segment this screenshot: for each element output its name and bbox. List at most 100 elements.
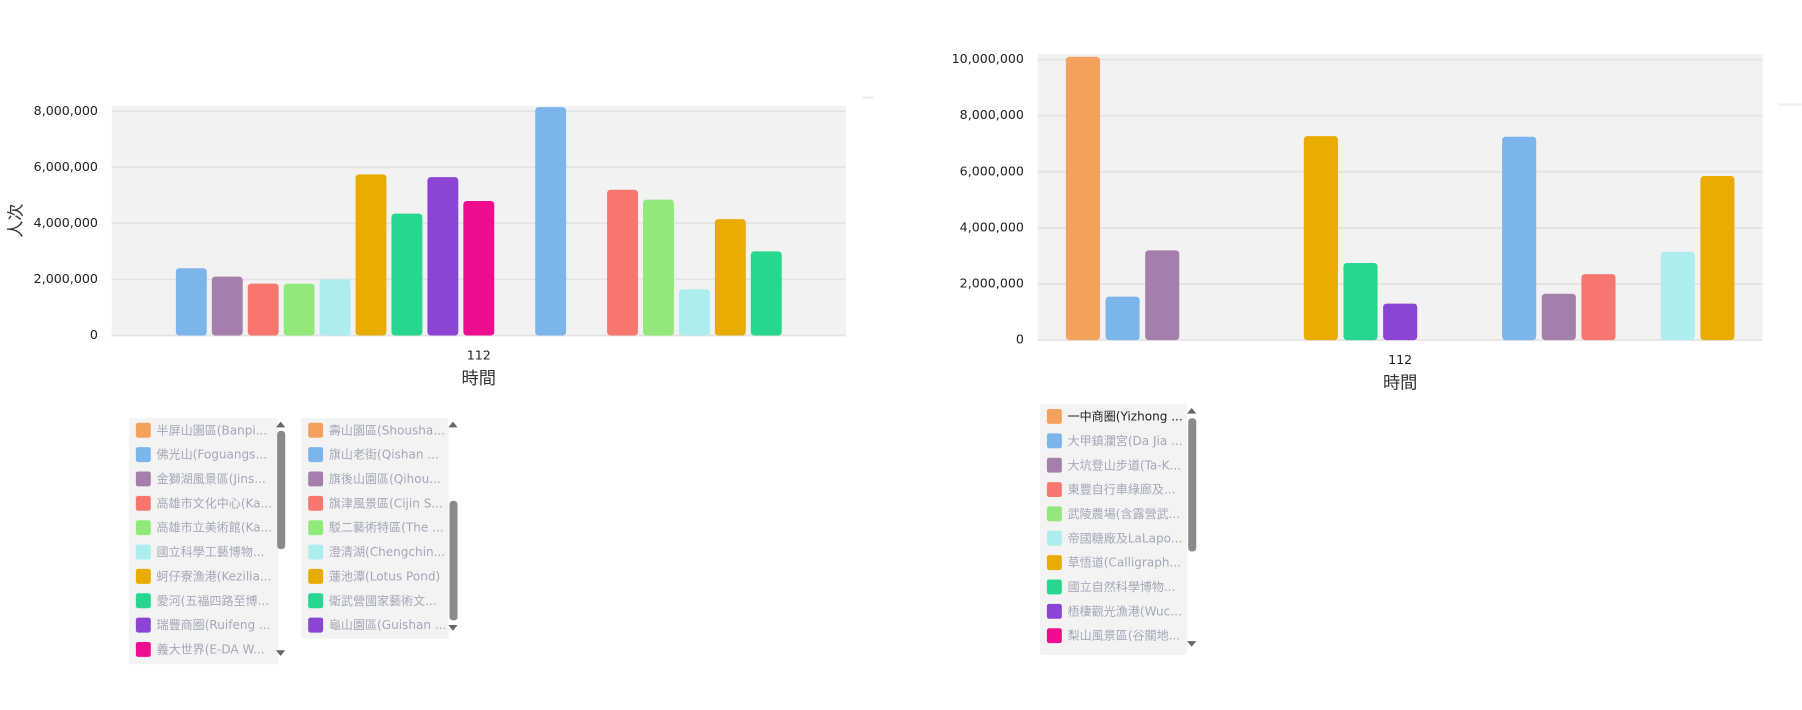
legend-swatch[interactable]	[308, 471, 324, 487]
legend-swatch[interactable]	[1046, 530, 1062, 546]
legend-swatch[interactable]	[1046, 628, 1062, 644]
legend-label[interactable]: 壽山園區(Shousha...	[329, 422, 445, 437]
scrollbar-thumb[interactable]	[449, 500, 458, 621]
legend-label[interactable]: 一中商圈(Yizhong ...	[1068, 409, 1183, 424]
legend-swatch[interactable]	[308, 495, 324, 511]
legend-label[interactable]: 旗山老街(Qishan ...	[329, 447, 439, 462]
bar	[678, 289, 710, 336]
legend-swatch[interactable]	[1046, 555, 1062, 571]
legend-swatch[interactable]	[135, 422, 151, 438]
bar	[283, 283, 315, 336]
scroll-down[interactable]	[276, 650, 286, 657]
y-tick-label: 2,000,000	[34, 271, 98, 286]
legend-label[interactable]: 國立科學工藝博物...	[157, 544, 265, 559]
x-tick-label: 112	[467, 348, 491, 363]
legend-box	[128, 418, 279, 665]
legend-label[interactable]: 大坑登山步道(Ta-K...	[1068, 457, 1181, 472]
legend-swatch[interactable]	[135, 544, 151, 560]
y-tick-label: 10,000,000	[952, 51, 1024, 66]
legend-label[interactable]: 駁二藝術特區(The ...	[329, 520, 444, 535]
bar	[1343, 262, 1378, 341]
legend-swatch[interactable]	[1046, 482, 1062, 497]
scroll-up[interactable]	[276, 421, 286, 428]
legend-swatch[interactable]	[308, 422, 324, 438]
scrollbar-thumb[interactable]	[1188, 418, 1197, 552]
bar	[175, 268, 207, 336]
bar	[1065, 56, 1100, 341]
legend-label[interactable]: 東豐自行車綠廊及...	[1068, 482, 1176, 497]
legend-label[interactable]: 高雄市立美術館(Ka...	[157, 520, 273, 535]
legend-swatch[interactable]	[135, 471, 151, 487]
legend-label[interactable]: 半屏山園區(Banpi...	[157, 423, 268, 437]
decor	[861, 96, 874, 99]
legend-label[interactable]: 佛光山(Foguangs...	[157, 448, 267, 462]
bar	[1145, 250, 1180, 341]
legend-swatch[interactable]	[1046, 408, 1062, 424]
bar	[1700, 175, 1735, 341]
legend-label[interactable]: 衛武營國家藝術文...	[329, 593, 437, 608]
legend-label[interactable]: 國立自然科學博物...	[1068, 579, 1176, 594]
scroll-down[interactable]	[448, 624, 458, 631]
legend-swatch[interactable]	[1046, 433, 1062, 449]
legend-label[interactable]: 高雄市文化中心(Ka...	[157, 495, 273, 510]
scrollbar-thumb[interactable]	[277, 430, 286, 550]
legend-swatch[interactable]	[308, 447, 324, 463]
bar	[1541, 293, 1576, 341]
legend-swatch[interactable]	[135, 520, 151, 536]
scroll-down[interactable]	[1187, 641, 1197, 647]
legend-label[interactable]: 帝國糖廠及LaLapo...	[1068, 530, 1183, 545]
legend-label[interactable]: 梨山風景區(谷關地...	[1068, 629, 1181, 643]
bar	[211, 276, 243, 336]
legend-swatch[interactable]	[1046, 603, 1062, 619]
legend-swatch[interactable]	[1046, 457, 1062, 473]
y-tick-label: 6,000,000	[960, 163, 1024, 178]
legend-label[interactable]: 蚵仔寮漁港(Kezilia...	[157, 568, 272, 583]
scroll-up[interactable]	[448, 421, 458, 428]
bar	[750, 251, 782, 336]
legend-label[interactable]: 大甲鎮瀾宮(Da Jia ...	[1068, 433, 1183, 448]
legend-swatch[interactable]	[308, 568, 324, 584]
legend-label[interactable]: 旗津風景區(Cijin S...	[329, 495, 443, 510]
bar	[607, 189, 638, 336]
legend-swatch[interactable]	[1046, 506, 1062, 522]
legend-swatch[interactable]	[135, 641, 151, 657]
legend-label[interactable]: 旗後山園區(Qihou...	[329, 471, 441, 486]
bar	[391, 213, 423, 336]
bar	[1303, 136, 1338, 341]
y-axis-title: 人次	[6, 203, 26, 237]
legend-label[interactable]: 龜山園區(Guishan ...	[329, 618, 446, 632]
y-tick-label: 0	[1016, 332, 1024, 347]
x-axis-title: 時間	[462, 369, 496, 389]
legend-label[interactable]: 澄清湖(Chengchin...	[329, 544, 445, 559]
legend-label[interactable]: 金獅湖風景區(Jins...	[157, 471, 266, 486]
legend-swatch[interactable]	[308, 520, 324, 536]
legend-label[interactable]: 梧棲觀光漁港(Wuc...	[1068, 603, 1182, 618]
scroll-up[interactable]	[1187, 407, 1197, 414]
legend-label[interactable]: 瑞豐商圈(Ruifeng ...	[157, 617, 271, 632]
bar	[427, 177, 459, 336]
bar	[1383, 303, 1418, 341]
legend-label[interactable]: 愛河(五福四路至博...	[157, 593, 270, 608]
bar	[247, 283, 279, 336]
y-tick-label: 8,000,000	[960, 107, 1024, 122]
bar	[355, 174, 387, 336]
legend-label[interactable]: 武陵農場(含露營武...	[1068, 506, 1181, 521]
y-tick-label: 8,000,000	[34, 103, 98, 118]
legend-label[interactable]: 蓮池潭(Lotus Pond)	[329, 569, 440, 583]
legend-label[interactable]: 草悟道(Calligraph...	[1068, 555, 1181, 570]
legend-swatch[interactable]	[135, 495, 151, 511]
legend-box	[1040, 404, 1188, 655]
bar	[1105, 296, 1140, 341]
legend-swatch[interactable]	[308, 617, 324, 633]
legend-swatch[interactable]	[135, 568, 151, 584]
legend-swatch[interactable]	[1046, 579, 1062, 595]
bar	[1660, 251, 1695, 341]
legend-swatch[interactable]	[308, 544, 324, 560]
legend-swatch[interactable]	[135, 617, 151, 633]
legend-swatch[interactable]	[135, 447, 151, 463]
legend-label[interactable]: 義大世界(E-DA W...	[157, 642, 265, 657]
bar	[463, 200, 495, 336]
legend-swatch[interactable]	[308, 593, 324, 609]
legend-swatch[interactable]	[135, 593, 151, 609]
